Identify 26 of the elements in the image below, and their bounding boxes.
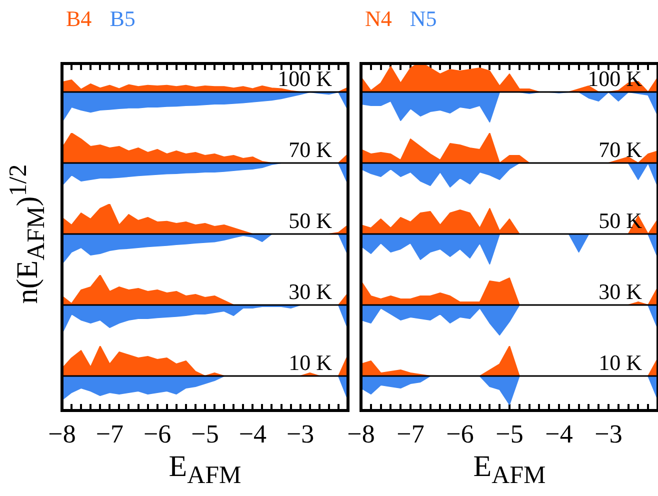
x-tick-label: −3 — [286, 419, 314, 448]
annotation: 30 K — [598, 279, 642, 304]
annotation: 70 K — [288, 137, 332, 162]
x-tick-label: −4 — [238, 419, 267, 448]
x-tick-label: −4 — [545, 419, 573, 448]
x-axis-title: E$_{AFM}$ — [472, 450, 547, 490]
series-label: N4 — [365, 6, 392, 31]
x-axis-title: E$_{AFM}$ — [168, 450, 242, 490]
x-tick-label: −6 — [143, 419, 172, 448]
x-tick-label: −7 — [396, 419, 424, 448]
x-tick-label: −5 — [191, 419, 219, 448]
annotation: 70 K — [598, 137, 642, 162]
annotation: 50 K — [288, 208, 332, 233]
x-tick-label: −5 — [496, 419, 524, 448]
annotation: 10 K — [288, 350, 332, 375]
annotation: 10 K — [598, 350, 642, 375]
annotation: 30 K — [288, 279, 332, 304]
text: B5 — [110, 6, 136, 31]
x-tick-label: −6 — [446, 419, 474, 448]
x-tick-label: −8 — [48, 419, 76, 448]
x-tick-label: −8 — [347, 419, 375, 448]
x-tick-label: −7 — [96, 419, 124, 448]
text: N5 — [410, 6, 437, 31]
x-tick-label: −3 — [594, 419, 622, 448]
annotation: 100 K — [278, 66, 332, 91]
text: B4 — [66, 6, 92, 31]
